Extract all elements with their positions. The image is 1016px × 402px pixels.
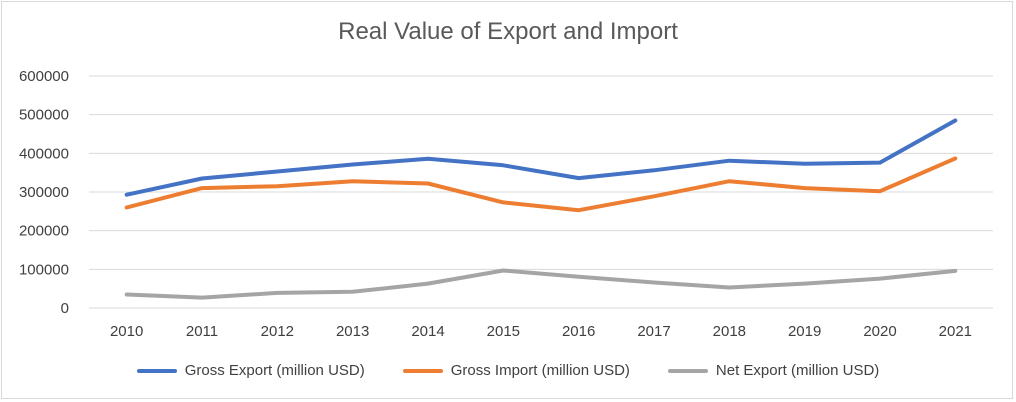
x-tick-label: 2012 — [261, 323, 294, 340]
x-tick-label: 2017 — [637, 323, 670, 340]
chart-title: Real Value of Export and Import — [338, 18, 678, 45]
y-tick-label: 200000 — [19, 223, 69, 240]
series-line-2 — [124, 268, 958, 300]
legend-label: Net Export (million USD) — [715, 362, 880, 379]
legend-swatch — [402, 368, 443, 373]
y-tick-label: 600000 — [19, 68, 69, 85]
y-axis-ticks: 0 100000 200000 300000 400000 500000 600000 — [19, 68, 69, 317]
x-tick-label: 2020 — [863, 323, 896, 340]
legend-label: Gross Import (million USD) — [450, 362, 630, 379]
x-tick-label: 2014 — [411, 323, 444, 340]
y-tick-label: 500000 — [19, 107, 69, 124]
series-line-1 — [124, 156, 958, 213]
y-tick-label: 100000 — [19, 261, 69, 278]
x-tick-label: 2016 — [562, 323, 595, 340]
x-tick-label: 2018 — [713, 323, 746, 340]
legend-swatch — [136, 368, 177, 373]
x-axis-ticks: 2010 2011 2012 2013 2014 2015 2016 2017 2018 2019… — [110, 323, 972, 340]
y-tick-label: 400000 — [19, 145, 69, 162]
series-line-0 — [124, 118, 958, 197]
legend-swatch — [667, 368, 708, 373]
legend-item: Net Export (million USD) — [667, 362, 880, 379]
x-tick-label: 2013 — [336, 323, 369, 340]
legend-item: Gross Import (million USD) — [402, 362, 630, 379]
y-tick-label: 0 — [61, 300, 69, 317]
x-tick-label: 2015 — [487, 323, 520, 340]
x-tick-label: 2010 — [110, 323, 143, 340]
gridlines — [89, 75, 993, 309]
x-tick-label: 2021 — [939, 323, 972, 340]
series-lines — [124, 118, 958, 300]
x-tick-label: 2011 — [186, 323, 218, 340]
y-tick-label: 300000 — [19, 184, 69, 201]
legend-item: Gross Export (million USD) — [136, 362, 365, 379]
x-tick-label: 2019 — [788, 323, 821, 340]
legend: Gross Export (million USD) Gross Import (… — [0, 362, 1016, 379]
legend-label: Gross Export (million USD) — [184, 362, 365, 379]
